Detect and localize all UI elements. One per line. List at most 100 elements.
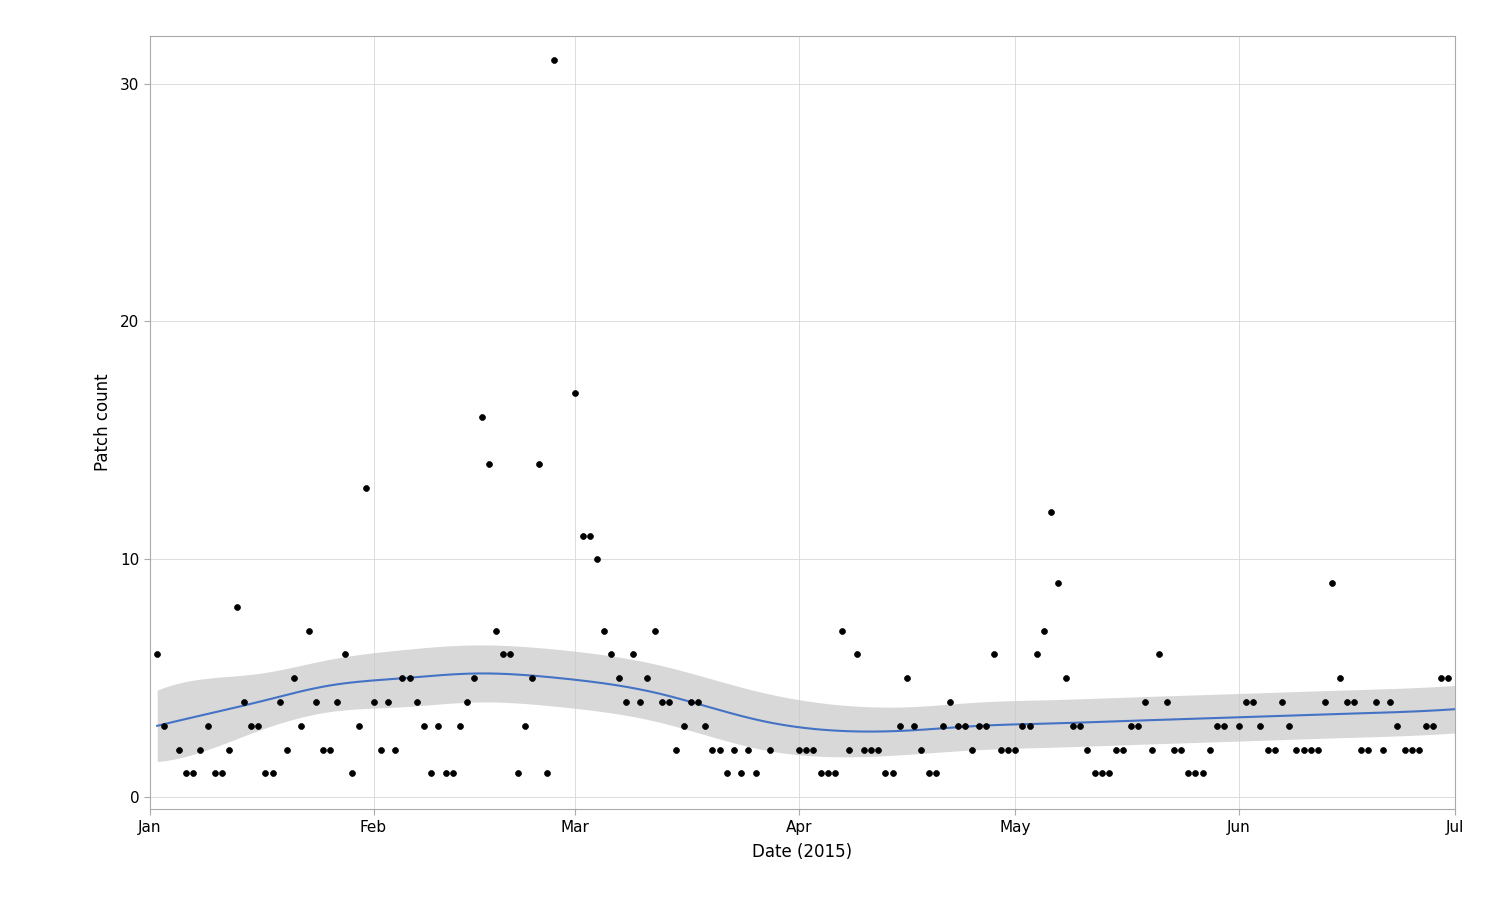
Point [678,695,702,709]
Point [642,624,666,638]
Point [210,766,234,780]
Point [865,743,889,757]
Point [297,624,321,638]
Point [398,671,422,685]
Point [1400,743,1423,757]
Point [621,647,645,662]
Point [354,481,378,495]
Point [736,743,760,757]
Point [585,552,609,566]
Point [326,695,350,709]
Point [146,647,170,662]
Point [1076,743,1100,757]
Point [1126,718,1150,733]
Point [462,671,486,685]
Point [1240,695,1264,709]
Point [470,409,494,423]
Point [1356,743,1380,757]
Point [716,766,740,780]
Point [1414,718,1438,733]
Point [1312,695,1336,709]
Point [1263,743,1287,757]
Point [1068,718,1092,733]
Point [844,647,868,662]
Point [1089,766,1113,780]
Point [477,457,501,471]
Point [1168,743,1192,757]
Point [1386,718,1410,733]
Point [369,743,393,757]
Point [413,718,436,733]
Point [636,671,660,685]
Point [274,743,298,757]
Point [758,743,782,757]
Point [1112,743,1136,757]
Point [975,718,999,733]
Point [333,647,357,662]
Point [1227,718,1251,733]
Point [880,766,904,780]
Point [290,718,314,733]
Point [246,718,270,733]
Point [1148,647,1172,662]
Point [1162,743,1186,757]
Point [346,718,370,733]
Point [1155,695,1179,709]
Point [238,718,262,733]
Point [824,766,848,780]
Point [513,718,537,733]
Point [1119,718,1143,733]
Point [628,695,652,709]
Point [614,695,638,709]
Point [1004,743,1028,757]
Point [816,766,840,780]
Point [578,529,602,543]
Point [939,695,963,709]
Point [1060,718,1084,733]
Point [896,671,920,685]
Point [968,718,992,733]
Point [1204,718,1228,733]
Point [195,718,219,733]
Point [794,743,818,757]
Point [1350,743,1374,757]
Point [1335,695,1359,709]
Point [202,766,226,780]
Point [852,743,876,757]
Point [390,671,414,685]
Point [909,743,933,757]
Point [1198,743,1222,757]
Point [542,52,566,67]
Point [1017,718,1041,733]
Point [405,695,429,709]
Point [310,743,334,757]
Point [340,766,364,780]
Point [153,718,177,733]
Point [686,695,709,709]
Point [1212,718,1236,733]
Point [996,743,1020,757]
Point [672,718,696,733]
Point [859,743,883,757]
Point [1299,743,1323,757]
Point [376,695,400,709]
Point [1378,695,1402,709]
Point [924,766,948,780]
Point [1328,671,1352,685]
Point [744,766,768,780]
Point [448,718,472,733]
Point [182,766,206,780]
Point [217,743,242,757]
Point [498,647,522,662]
Point [454,695,478,709]
Point [664,743,688,757]
Point [873,766,897,780]
Point [650,695,674,709]
Point [282,671,306,685]
Point [1184,766,1208,780]
Point [1256,743,1280,757]
Point [261,766,285,780]
Point [1276,718,1300,733]
Point [722,743,746,757]
Point [592,624,616,638]
